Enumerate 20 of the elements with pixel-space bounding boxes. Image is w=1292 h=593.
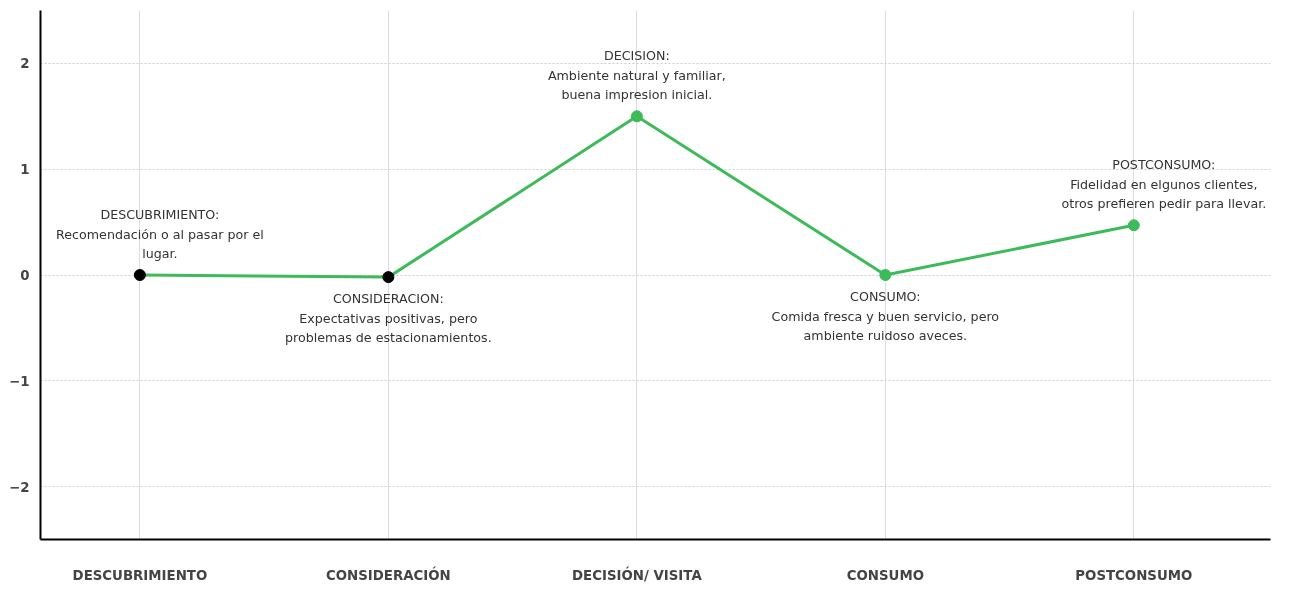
point xyxy=(1127,219,1140,232)
x-tick-label: CONSIDERACIÓN xyxy=(325,565,451,583)
y-tick-label: 1 xyxy=(20,162,30,178)
y-tick-label: 0 xyxy=(20,268,30,283)
point xyxy=(133,269,146,281)
x-tick-label: CONSUMO xyxy=(846,567,924,583)
point xyxy=(630,110,643,123)
point xyxy=(382,271,395,284)
y-tick-label: 2 xyxy=(20,56,30,72)
annotation: CONSIDERACION: Expectativas positivas, pero problemas de estacionamientos. xyxy=(285,291,492,346)
y-tick-label: −1 xyxy=(9,373,30,389)
annotation: DECISION: Ambiente natural y familiar, buena impresion inicial. xyxy=(547,48,726,103)
annotation: DESCUBRIMIENTO: Recomendación o al pasar por el lugar. xyxy=(56,207,264,261)
y-tick-label: −2 xyxy=(9,479,30,495)
point xyxy=(879,269,892,281)
x-tick-label: DECISIÓN/ VISITA xyxy=(572,565,703,583)
x-tick-label: POSTCONSUMO xyxy=(1075,567,1193,583)
annotation: CONSUMO: Comida fresca y buen servicio, pero ambiente ruidoso aveces. xyxy=(771,289,1000,343)
x-tick-label: DESCUBRIMIENTO xyxy=(72,567,208,583)
annotation: POSTCONSUMO: Fidelidad en elgunos clientes, otros prefieren pedir para llevar. xyxy=(1061,157,1267,212)
